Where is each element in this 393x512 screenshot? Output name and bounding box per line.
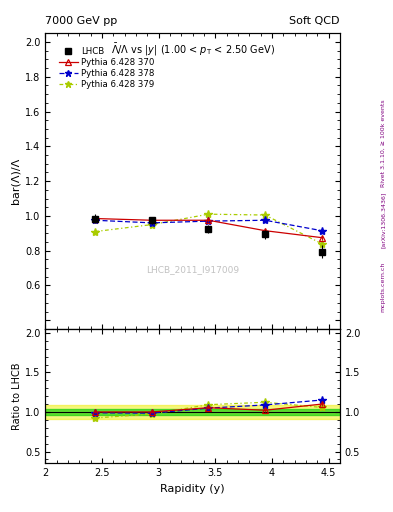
Text: Rivet 3.1.10, ≥ 100k events: Rivet 3.1.10, ≥ 100k events: [381, 99, 386, 187]
Text: [arXiv:1306.3436]: [arXiv:1306.3436]: [381, 192, 386, 248]
X-axis label: Rapidity (y): Rapidity (y): [160, 484, 225, 494]
Text: mcplots.cern.ch: mcplots.cern.ch: [381, 262, 386, 312]
Bar: [45, 405, 340, 419]
Text: 7000 GeV pp: 7000 GeV pp: [45, 15, 118, 26]
Bar: [45, 409, 340, 415]
Text: $\bar{\Lambda}/\Lambda$ vs $|y|$ (1.00 < $p_\mathrm{T}$ < 2.50 GeV): $\bar{\Lambda}/\Lambda$ vs $|y|$ (1.00 <…: [110, 42, 275, 58]
Legend: LHCB, Pythia 6.428 370, Pythia 6.428 378, Pythia 6.428 379: LHCB, Pythia 6.428 370, Pythia 6.428 378…: [55, 44, 158, 93]
Y-axis label: Ratio to LHCB: Ratio to LHCB: [12, 362, 22, 430]
Text: LHCB_2011_I917009: LHCB_2011_I917009: [146, 265, 239, 274]
Text: Soft QCD: Soft QCD: [290, 15, 340, 26]
Y-axis label: bar(Λ)/Λ: bar(Λ)/Λ: [11, 158, 21, 204]
